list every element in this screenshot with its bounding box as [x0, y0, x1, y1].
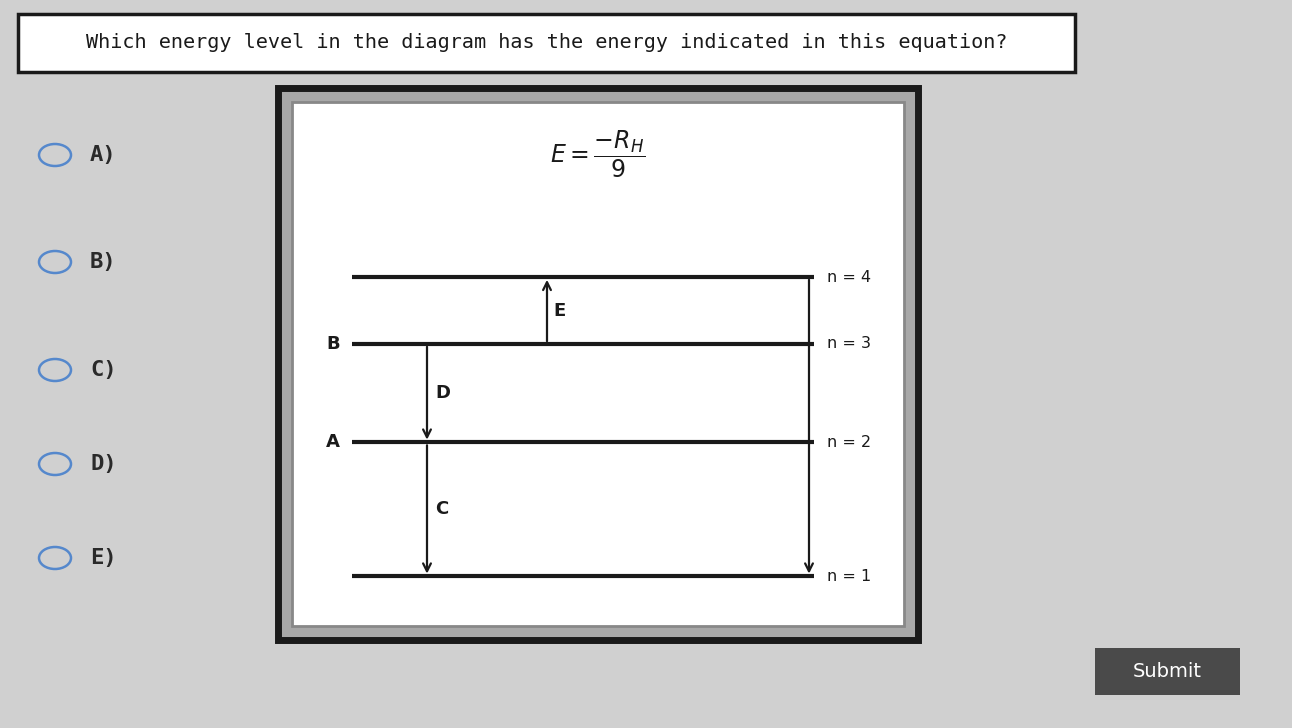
- Text: C: C: [435, 500, 448, 518]
- Text: D: D: [435, 384, 450, 403]
- Bar: [278, 88, 919, 640]
- Ellipse shape: [39, 453, 71, 475]
- Text: B): B): [90, 252, 116, 272]
- Text: E: E: [553, 301, 566, 320]
- Bar: [278, 88, 919, 640]
- Text: n = 4: n = 4: [827, 269, 871, 285]
- Text: E): E): [90, 548, 116, 568]
- Text: C): C): [90, 360, 116, 380]
- Text: $E = \dfrac{-R_H}{9}$: $E = \dfrac{-R_H}{9}$: [550, 128, 646, 180]
- Ellipse shape: [39, 144, 71, 166]
- Text: D): D): [90, 454, 116, 474]
- Text: B: B: [327, 335, 340, 353]
- Text: Submit: Submit: [1133, 662, 1202, 681]
- Text: n = 3: n = 3: [827, 336, 871, 352]
- Text: A): A): [90, 145, 116, 165]
- Ellipse shape: [39, 547, 71, 569]
- Bar: [1096, 648, 1240, 695]
- Ellipse shape: [39, 359, 71, 381]
- Text: Which energy level in the diagram has the energy indicated in this equation?: Which energy level in the diagram has th…: [85, 33, 1008, 52]
- Ellipse shape: [39, 251, 71, 273]
- Bar: [292, 102, 904, 626]
- Text: n = 2: n = 2: [827, 435, 871, 450]
- Bar: [18, 14, 1075, 72]
- Text: A: A: [326, 433, 340, 451]
- Text: n = 1: n = 1: [827, 569, 871, 584]
